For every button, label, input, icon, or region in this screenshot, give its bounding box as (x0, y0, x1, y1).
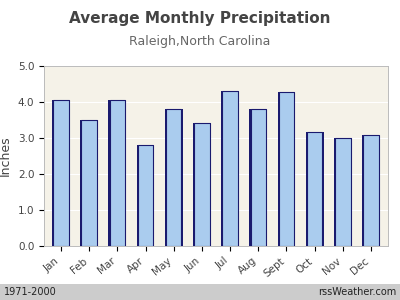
Bar (363, 136, 379, 246)
Bar (362, 136, 380, 246)
Bar (334, 138, 352, 246)
Text: rssWeather.com: rssWeather.com (318, 287, 396, 297)
Text: Average Monthly Precipitation: Average Monthly Precipitation (69, 11, 331, 26)
Bar (335, 138, 351, 246)
Bar (307, 131, 322, 246)
Bar (250, 109, 267, 246)
Bar (193, 123, 211, 246)
Y-axis label: Inches: Inches (0, 136, 12, 176)
Bar (81, 120, 97, 246)
Text: 1971-2000: 1971-2000 (4, 287, 57, 297)
Bar (108, 100, 126, 246)
Bar (222, 91, 238, 246)
Bar (165, 109, 182, 246)
Text: Raleigh,North Carolina: Raleigh,North Carolina (129, 34, 271, 47)
Bar (138, 145, 153, 246)
Bar (194, 123, 210, 246)
Bar (137, 145, 154, 246)
Bar (278, 92, 295, 246)
Bar (221, 91, 239, 246)
Bar (279, 92, 294, 246)
Bar (110, 100, 125, 246)
Bar (53, 100, 69, 246)
Bar (80, 120, 98, 246)
Bar (306, 131, 324, 246)
Bar (250, 109, 266, 246)
Bar (52, 100, 70, 246)
Bar (166, 109, 182, 246)
